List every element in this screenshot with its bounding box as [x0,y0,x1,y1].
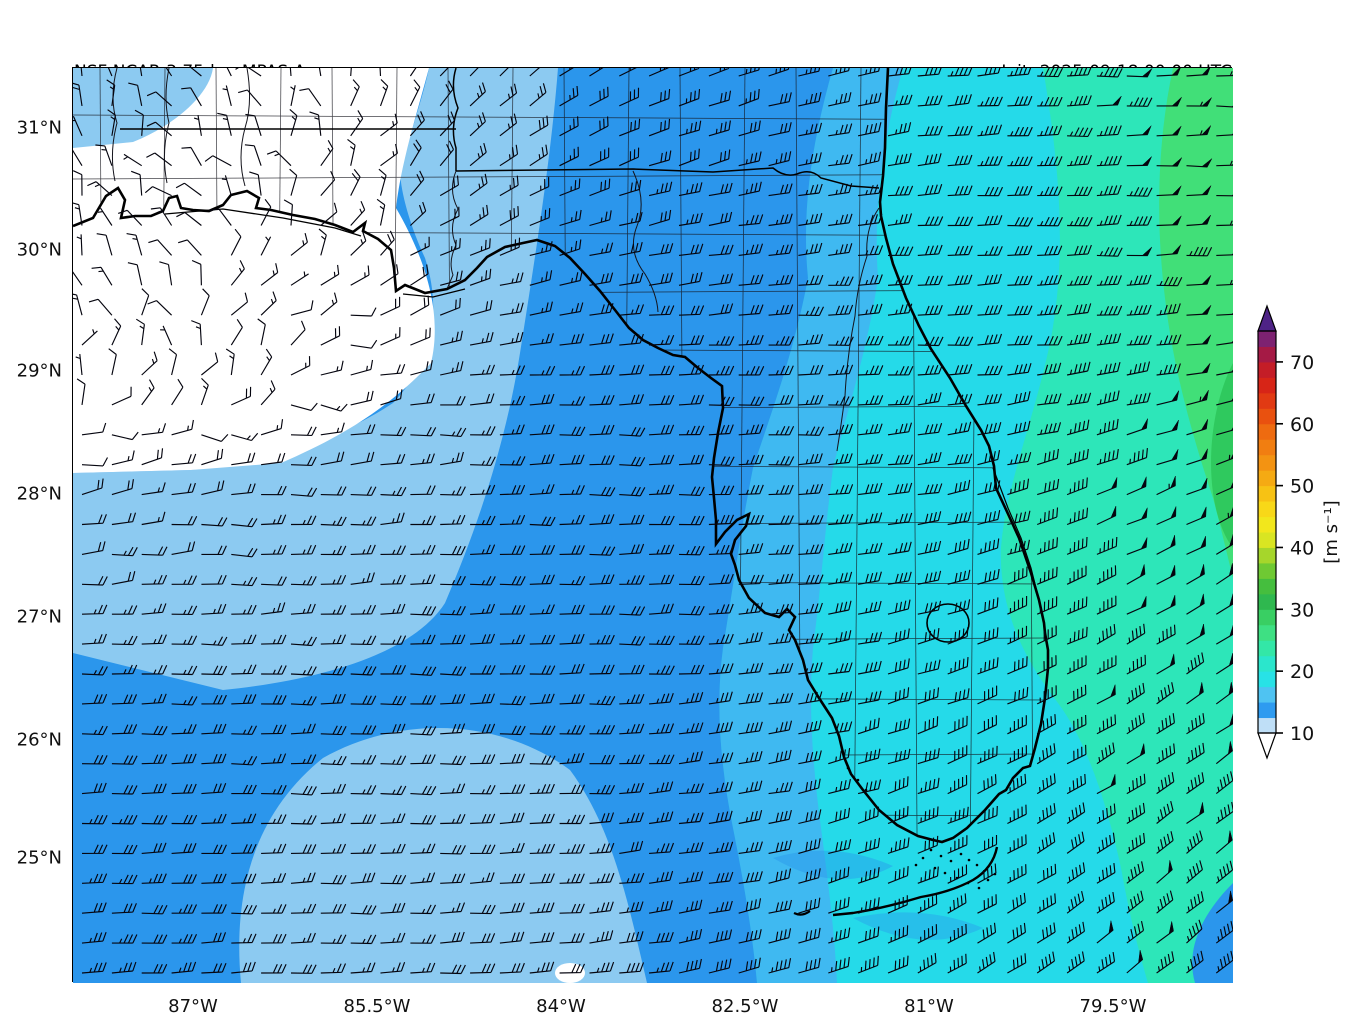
lon-tick-label: 84°W [536,996,586,1017]
lon-tick-label: 82.5°W [711,996,779,1017]
blue-streak [773,850,893,880]
colorbar-tick-label: 50 [1290,476,1314,498]
lat-tick-label: 30°N [16,239,62,261]
lon-tick-label: 87°W [168,996,218,1017]
colorbar-bands [1258,331,1276,734]
lon-tick-label: 85.5°W [343,996,411,1017]
colorbar-tick-label: 10 [1290,723,1314,745]
light-blue-gulf-blob [239,728,647,983]
colorbar-tick-label: 70 [1290,352,1314,374]
coastline [73,68,1050,917]
deep-green-region [1211,363,1233,548]
florida-keys [832,846,999,917]
lat-tick-label: 28°N [16,483,62,505]
lat-tick-label: 27°N [16,606,62,628]
lat-tick-label: 26°N [16,729,62,751]
colorbar-ticks: 10 20 30 40 50 60 70 [1276,352,1314,745]
colorbar: 10 20 30 40 50 60 70 [m s⁻¹] [1248,280,1353,770]
lat-tick-label: 31°N [16,117,62,139]
speed-shading [73,68,1233,983]
colorbar-tick-label: 60 [1290,414,1314,436]
colorbar-over-arrow [1257,304,1277,332]
colorbar-tick-label: 30 [1290,599,1314,621]
wind-barbs [73,68,1233,975]
state-boundaries [120,68,880,189]
lat-tick-label: 29°N [16,360,62,382]
colorbar-unit-label: [m s⁻¹] [1321,500,1342,563]
colorbar-tick-label: 40 [1290,537,1314,559]
lake-okeechobee [926,603,970,643]
lon-tick-label: 81°W [904,996,954,1017]
light-blue-region [73,68,558,690]
colorbar-svg: 10 20 30 40 50 60 70 [m s⁻¹] [1257,304,1342,760]
blue-streak [853,912,983,940]
colorbar-under-arrow [1257,732,1277,760]
rivers [111,68,880,452]
calm-white-region [73,68,435,473]
wind-map [73,68,1233,983]
lon-tick-label: 79.5°W [1079,996,1147,1017]
colorbar-tick-label: 20 [1290,661,1314,683]
lat-tick-label: 25°N [16,847,62,869]
map-panel [72,67,1233,983]
light-blue-corner-patch [73,68,213,148]
